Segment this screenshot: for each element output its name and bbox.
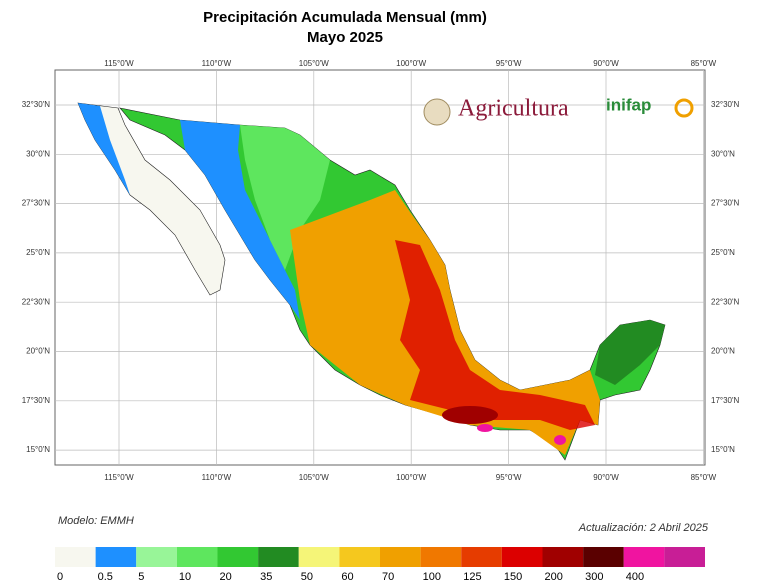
colorbar-swatch bbox=[420, 547, 462, 567]
logo-agricultura: Agricultura bbox=[458, 96, 569, 122]
colorbar-label: 20 bbox=[220, 571, 232, 583]
lat-label-left: 25°0'N bbox=[26, 248, 50, 257]
lon-label-bottom: 100°0'W bbox=[396, 473, 427, 482]
lat-label-left: 22°30'N bbox=[22, 297, 51, 306]
dry-zone bbox=[240, 125, 330, 270]
colorbar-swatch bbox=[258, 547, 299, 567]
colorbar-swatch bbox=[542, 547, 584, 567]
peak-rain bbox=[442, 406, 498, 424]
logo-inifap: inifap bbox=[606, 95, 651, 114]
colorbar-swatch bbox=[664, 547, 705, 567]
colorbar-swatch bbox=[380, 547, 421, 567]
colorbar-label: 70 bbox=[382, 571, 394, 583]
title: Precipitación Acumulada Mensual (mm) bbox=[203, 9, 487, 26]
colorbar-label: 100 bbox=[423, 571, 441, 583]
lat-label-left: 30°0'N bbox=[26, 149, 50, 158]
colorbar-label: 10 bbox=[179, 571, 191, 583]
colorbar-label: 400 bbox=[626, 571, 644, 583]
lon-label-top: 110°0'W bbox=[202, 59, 232, 68]
yucatan-green bbox=[595, 320, 665, 385]
colorbar-label: 0.5 bbox=[98, 571, 113, 583]
lon-label-bottom: 105°0'W bbox=[299, 473, 330, 482]
colorbar-swatch bbox=[217, 547, 259, 567]
lat-label-right: 25°0'N bbox=[711, 248, 735, 257]
lat-label-right: 17°30'N bbox=[711, 396, 740, 405]
sonora-coast bbox=[180, 120, 300, 320]
colorbar-swatch bbox=[176, 547, 218, 567]
map bbox=[77, 102, 666, 461]
colorbar-label: 200 bbox=[545, 571, 563, 583]
lat-label-left: 27°30'N bbox=[22, 199, 51, 208]
colorbar-swatch bbox=[298, 547, 340, 567]
lat-label-left: 20°0'N bbox=[26, 347, 50, 356]
colorbar-label: 50 bbox=[301, 571, 313, 583]
colorbar-swatch bbox=[55, 547, 96, 567]
colorbar: 0 0.5 5 10 20 35 50 60 70 100 125 150 200 300 400 bbox=[55, 547, 705, 583]
colorbar-label: 300 bbox=[585, 571, 603, 583]
colorbar-label: 125 bbox=[463, 571, 481, 583]
lon-label-top: 115°0'W bbox=[104, 59, 134, 68]
lat-label-right: 32°30'N bbox=[711, 100, 740, 109]
colorbar-label: 60 bbox=[341, 571, 353, 583]
baja-coast bbox=[78, 103, 130, 195]
colorbar-label: 5 bbox=[138, 571, 144, 583]
colorbar-label: 35 bbox=[260, 571, 272, 583]
peak-rain-max bbox=[554, 435, 566, 445]
lat-label-left: 17°30'N bbox=[22, 396, 51, 405]
lat-label-left: 32°30'N bbox=[22, 100, 51, 109]
colorbar-swatch bbox=[501, 547, 543, 567]
lat-label-left: 15°0'N bbox=[26, 445, 50, 454]
lon-label-bottom: 85°0'W bbox=[691, 473, 717, 482]
colorbar-swatch bbox=[461, 547, 502, 567]
subtitle: Mayo 2025 bbox=[307, 29, 383, 46]
lon-label-top: 90°0'W bbox=[593, 59, 619, 68]
logo-icon bbox=[674, 98, 694, 118]
colorbar-swatch bbox=[583, 547, 624, 567]
lon-label-top: 105°0'W bbox=[299, 59, 330, 68]
very-wet bbox=[395, 240, 595, 430]
lat-label-right: 27°30'N bbox=[711, 199, 740, 208]
colorbar-swatch bbox=[623, 547, 665, 567]
lon-label-top: 95°0'W bbox=[496, 59, 522, 68]
baja bbox=[77, 102, 226, 296]
peak-rain-max bbox=[477, 424, 493, 432]
lat-label-right: 30°0'N bbox=[711, 149, 735, 158]
colorbar-swatch bbox=[136, 547, 177, 567]
lon-label-top: 100°0'W bbox=[396, 59, 427, 68]
lon-label-bottom: 115°0'W bbox=[104, 473, 134, 482]
colorbar-label: 150 bbox=[504, 571, 522, 583]
graticule: 115°0'W 115°0'W 110°0'W 110°0'W 105°0'W 105°0… bbox=[22, 59, 740, 482]
colorbar-swatch bbox=[339, 547, 380, 567]
lon-label-bottom: 95°0'W bbox=[496, 473, 522, 482]
model-label: Modelo: EMMH bbox=[58, 515, 134, 527]
update-label: Actualización: 2 Abril 2025 bbox=[578, 522, 709, 534]
lat-label-right: 20°0'N bbox=[711, 347, 735, 356]
colorbar-swatch bbox=[95, 547, 137, 567]
lat-label-right: 22°30'N bbox=[711, 297, 740, 306]
logo: Agricultura inifap bbox=[423, 95, 694, 126]
lon-label-top: 85°0'W bbox=[691, 59, 717, 68]
lon-label-bottom: 90°0'W bbox=[593, 473, 619, 482]
lat-label-right: 15°0'N bbox=[711, 445, 735, 454]
lon-label-bottom: 110°0'W bbox=[202, 473, 232, 482]
eagle-emblem bbox=[423, 98, 451, 126]
colorbar-label: 0 bbox=[57, 571, 63, 583]
